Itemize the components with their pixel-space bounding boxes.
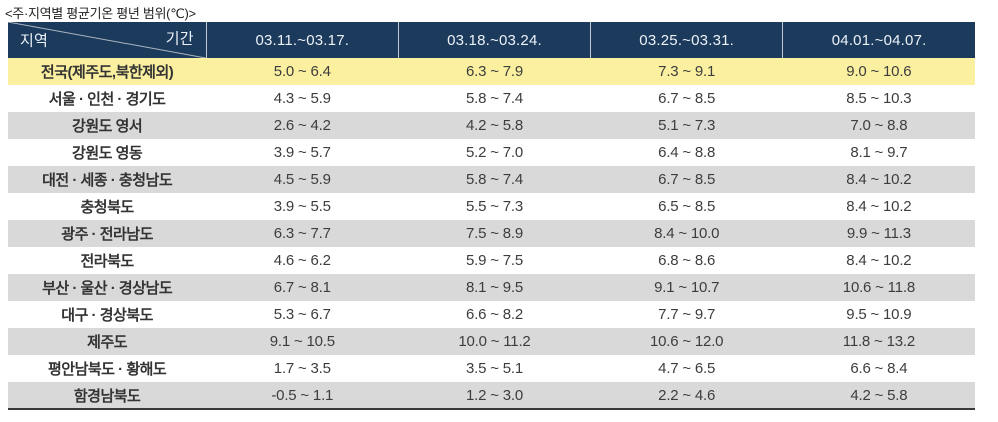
table-row: 강원도 영동 3.9 ~ 5.7 5.2 ~ 7.0 6.4 ~ 8.8 8.1 ~ 9… [8, 139, 975, 166]
region-cell: 충청북도 [80, 199, 135, 216]
temperature-range-cell: 5.9 ~ 7.5 [465, 252, 523, 269]
temperature-range-cell: 9.9 ~ 11.3 [846, 225, 911, 242]
region-cell: 부산 · 울산 · 경상남도 [42, 280, 173, 297]
region-cell: 광주 · 전라남도 [61, 226, 153, 243]
temperature-range-cell: 5.2 ~ 7.0 [465, 144, 523, 161]
corner-period-label: 기간 [165, 30, 194, 48]
temperature-range-cell: 3.9 ~ 5.5 [273, 198, 331, 215]
temperature-range-cell: 6.5 ~ 8.5 [658, 198, 716, 215]
temperature-range-cell: 4.7 ~ 6.5 [658, 360, 716, 377]
region-cell: 함경남북도 [73, 387, 141, 405]
corner-region-label: 지역 [20, 32, 49, 50]
temperature-range-cell: 8.5 ~ 10.3 [846, 90, 912, 107]
temperature-table: 지역 기간 03.11.~03.17. 03.18.~03.24. 03.25.… [8, 22, 975, 410]
temperature-range-cell: 2.2 ~ 4.6 [658, 386, 716, 404]
table-body: 전국(제주도,북한제외) 5.0 ~ 6.4 6.3 ~ 7.9 7.3 ~ 9.1 9… [8, 58, 975, 409]
diagonal-divider-line [8, 22, 206, 58]
column-header-week3: 03.25.~03.31. [590, 22, 783, 58]
table-row: 제주도 9.1 ~ 10.5 10.0 ~ 11.2 10.6 ~ 12.0 11.8 … [8, 328, 975, 355]
region-cell: 대전 · 세종 · 충청남도 [42, 172, 173, 189]
temperature-range-cell: 10.0 ~ 11.2 [458, 333, 531, 350]
table-row: 부산 · 울산 · 경상남도 6.7 ~ 8.1 8.1 ~ 9.5 9.1 ~ 10… [8, 274, 975, 301]
region-cell: 강원도 영서 [72, 118, 143, 135]
temperature-range-cell: 8.1 ~ 9.7 [850, 144, 908, 161]
temperature-range-cell: 3.5 ~ 5.1 [465, 360, 523, 377]
table-title: <주·지역별 평균기온 평년 범위(℃)> [5, 6, 196, 21]
temperature-range-cell: 5.8 ~ 7.4 [465, 171, 523, 188]
temperature-range-cell: 9.5 ~ 10.9 [846, 306, 912, 323]
temperature-range-cell: 4.2 ~ 5.8 [465, 117, 523, 134]
table-header: 지역 기간 03.11.~03.17. 03.18.~03.24. 03.25.… [8, 22, 975, 58]
region-cell: 평안남북도 · 황해도 [47, 361, 167, 378]
temperature-range-cell: 8.1 ~ 9.5 [465, 279, 523, 296]
table-row: 대구 · 경상북도 5.3 ~ 6.7 6.6 ~ 8.2 7.7 ~ 9.7 9.5 … [8, 301, 975, 328]
region-cell: 서울 · 인천 · 경기도 [48, 91, 166, 108]
table-row: 충청북도 3.9 ~ 5.5 5.5 ~ 7.3 6.5 ~ 8.5 8.4 ~ 10.… [8, 193, 975, 220]
temperature-range-cell: 6.6 ~ 8.4 [850, 360, 908, 377]
table-row: 함경남북도 -0.5 ~ 1.1 1.2 ~ 3.0 2.2 ~ 4.6 4.2 ~ 5… [8, 382, 975, 409]
table-row: 대전 · 세종 · 충청남도 4.5 ~ 5.9 5.8 ~ 7.4 6.7 ~ 8.… [8, 166, 975, 193]
header-row: 지역 기간 03.11.~03.17. 03.18.~03.24. 03.25.… [8, 22, 975, 58]
temperature-range-cell: 4.5 ~ 5.9 [273, 171, 331, 188]
temperature-range-cell: 5.3 ~ 6.7 [273, 306, 331, 323]
column-header-week2: 03.18.~03.24. [397, 22, 591, 58]
temperature-range-cell: 9.0 ~ 10.6 [846, 63, 912, 80]
temperature-range-cell: -0.5 ~ 1.1 [271, 386, 334, 404]
temperature-range-cell: 9.1 ~ 10.7 [654, 279, 720, 296]
column-header-week1: 03.11.~03.17. [205, 22, 399, 58]
region-cell: 전라북도 [80, 253, 135, 270]
temperature-range-cell: 2.6 ~ 4.2 [273, 117, 331, 134]
temperature-range-cell: 9.1 ~ 10.5 [269, 333, 335, 350]
temperature-range-cell: 8.4 ~ 10.2 [846, 198, 912, 215]
region-cell: 대구 · 경상북도 [61, 307, 153, 324]
temperature-range-cell: 3.9 ~ 5.7 [273, 144, 331, 161]
table-row: 전국(제주도,북한제외) 5.0 ~ 6.4 6.3 ~ 7.9 7.3 ~ 9.1 9… [8, 58, 975, 85]
temperature-range-cell: 6.7 ~ 8.1 [273, 279, 331, 296]
temperature-range-cell: 7.5 ~ 8.9 [465, 225, 523, 242]
temperature-range-cell: 1.7 ~ 3.5 [273, 360, 331, 377]
temperature-range-cell: 7.0 ~ 8.8 [850, 117, 908, 134]
temperature-range-cell: 4.3 ~ 5.9 [273, 90, 331, 107]
table-row: 전라북도 4.6 ~ 6.2 5.9 ~ 7.5 6.8 ~ 8.6 8.4 ~ 10.… [8, 247, 975, 274]
temperature-range-cell: 7.3 ~ 9.1 [658, 63, 716, 80]
temperature-range-cell: 11.8 ~ 13.2 [842, 333, 915, 350]
temperature-range-cell: 4.6 ~ 6.2 [273, 252, 331, 269]
temperature-range-cell: 4.2 ~ 5.8 [850, 386, 908, 404]
temperature-range-cell: 5.5 ~ 7.3 [465, 198, 523, 215]
table-row: 강원도 영서 2.6 ~ 4.2 4.2 ~ 5.8 5.1 ~ 7.3 7.0 ~ 8… [8, 112, 975, 139]
temperature-range-cell: 6.7 ~ 8.5 [658, 90, 716, 107]
temperature-range-cell: 10.6 ~ 12.0 [650, 333, 724, 350]
table-row: 광주 · 전라남도 6.3 ~ 7.7 7.5 ~ 8.9 8.4 ~ 10.0 9.9… [8, 220, 975, 247]
temperature-range-cell: 8.4 ~ 10.2 [846, 171, 912, 188]
temperature-range-cell: 6.3 ~ 7.9 [465, 63, 523, 80]
column-header-week4: 04.01.~04.07. [782, 22, 975, 58]
temperature-range-cell: 5.1 ~ 7.3 [658, 117, 716, 134]
temperature-range-cell: 6.8 ~ 8.6 [658, 252, 716, 269]
temperature-range-cell: 6.4 ~ 8.8 [658, 144, 716, 161]
region-cell: 강원도 영동 [72, 145, 143, 162]
temperature-range-cell: 5.0 ~ 6.4 [273, 63, 331, 80]
region-cell: 전국(제주도,북한제외) [40, 64, 174, 81]
temperature-range-cell: 7.7 ~ 9.7 [658, 306, 716, 323]
temperature-range-cell: 10.6 ~ 11.8 [842, 279, 915, 296]
temperature-range-cell: 8.4 ~ 10.0 [654, 225, 720, 242]
temperature-range-cell: 6.7 ~ 8.5 [658, 171, 716, 188]
table-row: 평안남북도 · 황해도 1.7 ~ 3.5 3.5 ~ 5.1 4.7 ~ 6.5 6.… [8, 355, 975, 382]
temperature-range-cell: 6.6 ~ 8.2 [465, 306, 523, 323]
temperature-range-cell: 5.8 ~ 7.4 [465, 90, 523, 107]
temperature-range-cell: 1.2 ~ 3.0 [465, 386, 523, 404]
temperature-range-cell: 8.4 ~ 10.2 [846, 252, 912, 269]
corner-cell: 지역 기간 [8, 22, 207, 58]
region-cell: 제주도 [87, 334, 128, 351]
table-row: 서울 · 인천 · 경기도 4.3 ~ 5.9 5.8 ~ 7.4 6.7 ~ 8.5… [8, 85, 975, 112]
temperature-range-cell: 6.3 ~ 7.7 [273, 225, 331, 242]
